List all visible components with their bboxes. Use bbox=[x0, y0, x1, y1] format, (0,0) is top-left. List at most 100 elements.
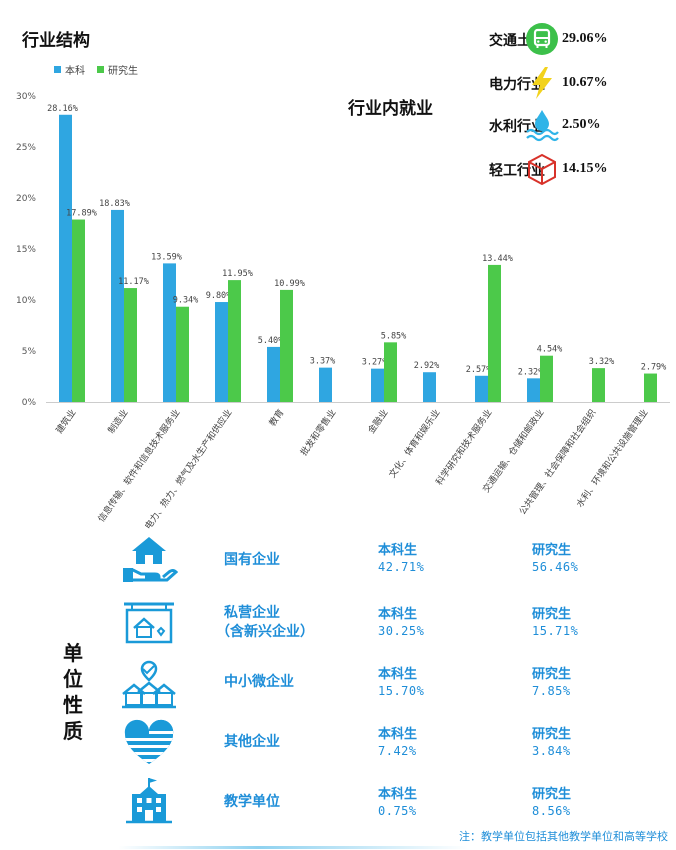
data-label: 18.83% bbox=[99, 199, 130, 209]
data-label: 10.99% bbox=[274, 279, 305, 289]
x-tick-label: 教育 bbox=[266, 407, 286, 429]
data-label: 3.32% bbox=[589, 357, 615, 367]
bar-graduate bbox=[540, 355, 553, 402]
bar-undergrad bbox=[475, 375, 488, 402]
y-tick-label: 0% bbox=[22, 398, 37, 408]
unit-undergrad-col: 本科生 7.42% bbox=[378, 726, 417, 760]
graduate-label: 研究生 bbox=[532, 543, 572, 558]
bar-graduate bbox=[488, 264, 501, 402]
data-label: 17.89% bbox=[66, 209, 97, 219]
undergrad-value: 42.71% bbox=[378, 560, 425, 574]
unit-graduate-col: 研究生 15.71% bbox=[532, 606, 578, 640]
unit-undergrad-col: 本科生 0.75% bbox=[378, 786, 417, 820]
unit-name: 国有企业 bbox=[224, 552, 280, 568]
undergrad-value: 15.70% bbox=[378, 684, 425, 698]
graduate-label: 研究生 bbox=[532, 607, 572, 622]
unit-name-sub: （含新兴企业） bbox=[216, 624, 314, 640]
undergrad-label: 本科生 bbox=[378, 787, 418, 802]
unit-title-char: 单 bbox=[63, 641, 83, 665]
bar-undergrad bbox=[59, 114, 72, 402]
data-label: 13.59% bbox=[151, 252, 182, 262]
unit-title-char: 性 bbox=[63, 693, 83, 717]
undergrad-value: 30.25% bbox=[378, 624, 425, 638]
graduate-value: 15.71% bbox=[532, 624, 579, 638]
y-tick-label: 5% bbox=[22, 347, 37, 357]
data-label: 2.92% bbox=[414, 361, 440, 371]
undergrad-label: 本科生 bbox=[378, 543, 418, 558]
bar-undergrad bbox=[423, 372, 436, 402]
unit-graduate-col: 研究生 3.84% bbox=[532, 726, 571, 760]
unit-name: 中小微企业 bbox=[224, 674, 294, 690]
x-tick-label: 批发和零售业 bbox=[298, 407, 339, 458]
x-tick-label: 电力、热力、燃气及水生产和供应业 bbox=[142, 407, 234, 532]
unit-graduate-col: 研究生 8.56% bbox=[532, 786, 571, 820]
bar-graduate bbox=[176, 306, 189, 402]
chart-legend: 本科 研究生 bbox=[54, 62, 138, 77]
unit-graduate-col: 研究生 7.85% bbox=[532, 666, 571, 700]
x-tick-label: 建筑业 bbox=[53, 407, 78, 436]
unit-title-char: 位 bbox=[63, 667, 83, 691]
bar-graduate bbox=[280, 289, 293, 402]
small-houses-icon bbox=[122, 660, 176, 709]
y-tick-label: 15% bbox=[16, 245, 36, 255]
graduate-label: 研究生 bbox=[532, 787, 572, 802]
x-tick-label: 制造业 bbox=[105, 407, 130, 436]
legend-item-graduate: 研究生 bbox=[97, 62, 138, 77]
data-label: 4.54% bbox=[537, 345, 563, 355]
y-tick-label: 10% bbox=[16, 296, 36, 306]
graduate-label: 研究生 bbox=[532, 667, 572, 682]
graduate-value: 8.56% bbox=[532, 804, 571, 818]
data-label: 3.37% bbox=[310, 357, 336, 367]
bar-graduate bbox=[592, 368, 605, 402]
data-label: 2.57% bbox=[466, 365, 492, 375]
school-building-icon bbox=[126, 778, 172, 824]
data-label: 5.85% bbox=[381, 331, 407, 341]
bar-undergrad bbox=[267, 346, 280, 402]
bar-graduate bbox=[72, 219, 85, 402]
x-tick-label: 文化、体育和娱乐业 bbox=[386, 407, 442, 480]
legend-label-undergrad: 本科 bbox=[65, 66, 85, 77]
bar-undergrad bbox=[215, 302, 228, 402]
house-hand-icon bbox=[123, 537, 178, 582]
unit-row-sme: 中小微企业 本科生 15.70% 研究生 7.85% bbox=[120, 660, 640, 716]
bar-graduate bbox=[384, 342, 397, 402]
unit-row-teaching: 教学单位 本科生 0.75% 研究生 8.56% bbox=[120, 776, 640, 832]
data-label: 9.80% bbox=[206, 291, 232, 301]
bar-undergrad bbox=[371, 368, 384, 402]
bar-undergrad bbox=[319, 367, 332, 402]
undergrad-value: 7.42% bbox=[378, 744, 417, 758]
data-label: 11.95% bbox=[222, 269, 253, 279]
legend-swatch-graduate bbox=[97, 66, 104, 73]
data-label: 9.34% bbox=[173, 296, 199, 306]
bar-graduate bbox=[228, 280, 241, 402]
footnote: 注：教学单位包括其他教学单位和高等学校 bbox=[459, 830, 668, 843]
bottom-divider bbox=[118, 846, 468, 849]
graduate-value: 3.84% bbox=[532, 744, 571, 758]
x-tick-label: 科学研究和技术服务业 bbox=[433, 407, 494, 488]
undergrad-label: 本科生 bbox=[378, 607, 418, 622]
unit-nature-title: 单 位 性 质 bbox=[58, 640, 88, 744]
bar-undergrad bbox=[527, 378, 540, 402]
heart-flag-icon bbox=[124, 719, 174, 764]
undergrad-value: 0.75% bbox=[378, 804, 417, 818]
graduate-value: 56.46% bbox=[532, 560, 579, 574]
storefront-icon bbox=[124, 602, 174, 644]
unit-undergrad-col: 本科生 42.71% bbox=[378, 542, 424, 576]
unit-name: 其他企业 bbox=[224, 734, 280, 750]
unit-row-other: 其他企业 本科生 7.42% 研究生 3.84% bbox=[120, 718, 640, 774]
y-tick-label: 25% bbox=[16, 143, 36, 153]
y-tick-label: 30% bbox=[16, 92, 36, 102]
unit-name: 私营企业 bbox=[224, 605, 280, 621]
x-tick-label: 金融业 bbox=[365, 407, 390, 436]
data-label: 2.79% bbox=[641, 363, 667, 373]
undergrad-label: 本科生 bbox=[378, 727, 418, 742]
y-tick-label: 20% bbox=[16, 194, 36, 204]
unit-name: 教学单位 bbox=[224, 794, 280, 810]
unit-undergrad-col: 本科生 30.25% bbox=[378, 606, 424, 640]
graduate-value: 7.85% bbox=[532, 684, 571, 698]
unit-title-char: 质 bbox=[63, 719, 83, 743]
bar-graduate bbox=[644, 373, 657, 402]
data-label: 13.44% bbox=[482, 254, 513, 264]
data-label: 5.40% bbox=[258, 336, 284, 346]
bar-undergrad bbox=[163, 263, 176, 402]
